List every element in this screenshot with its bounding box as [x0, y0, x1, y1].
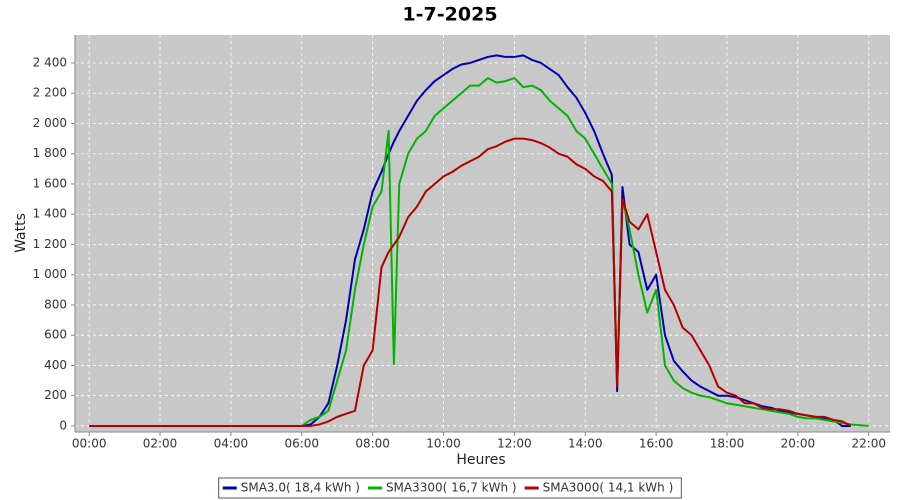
- x-tick-label: 00:00: [72, 437, 107, 451]
- y-tick-label: 2 200: [33, 86, 67, 100]
- x-tick-label: 18:00: [710, 437, 745, 451]
- y-tick-label: 2 000: [33, 116, 67, 130]
- y-tick-label: 0: [59, 418, 67, 432]
- x-tick-label: 16:00: [639, 437, 674, 451]
- legend-label: SMA3300( 16,7 kWh ): [386, 481, 517, 495]
- x-tick-label: 06:00: [284, 437, 319, 451]
- legend-label: SMA3000( 14,1 kWh ): [543, 481, 674, 495]
- x-tick-label: 20:00: [781, 437, 816, 451]
- y-tick-label: 400: [44, 358, 67, 372]
- x-tick-label: 10:00: [426, 437, 461, 451]
- x-tick-label: 04:00: [214, 437, 249, 451]
- x-tick-label: 22:00: [851, 437, 886, 451]
- series-line: [89, 137, 852, 427]
- x-axis-label: Heures: [456, 452, 505, 468]
- y-tick-label: 1 000: [33, 267, 67, 281]
- plot-area: [75, 35, 890, 432]
- y-axis-label: Watts: [13, 213, 29, 253]
- legend: SMA3.0( 18,4 kWh ) SMA3300( 16,7 kWh ) SMA…: [218, 477, 682, 499]
- y-tick-label: 1 400: [33, 207, 67, 221]
- y-tick-label: 1 800: [33, 146, 67, 160]
- x-tick-label: 12:00: [497, 437, 532, 451]
- y-tick-label: 200: [44, 388, 67, 402]
- x-tick-label: 14:00: [568, 437, 603, 451]
- y-tick-label: 600: [44, 328, 67, 342]
- legend-box: [218, 477, 682, 499]
- y-tick-label: 1 600: [33, 176, 67, 190]
- y-tick-label: 1 200: [33, 237, 67, 251]
- x-tick-label: 02:00: [143, 437, 178, 451]
- y-tick-label: 2 400: [33, 55, 67, 69]
- series-line: [89, 77, 869, 427]
- chart-title: 1-7-2025: [402, 4, 497, 26]
- legend-label: SMA3.0( 18,4 kWh ): [241, 481, 360, 495]
- y-tick-label: 800: [44, 297, 67, 311]
- x-tick-label: 08:00: [355, 437, 390, 451]
